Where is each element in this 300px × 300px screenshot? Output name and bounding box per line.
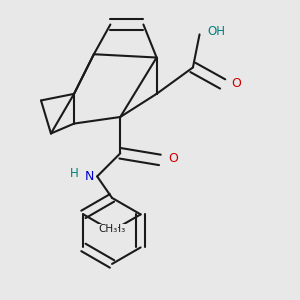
- Text: CH₃: CH₃: [98, 224, 117, 234]
- Text: N: N: [85, 170, 94, 183]
- Text: O: O: [168, 152, 178, 165]
- Text: CH₃: CH₃: [107, 224, 126, 234]
- Text: O: O: [231, 77, 241, 91]
- Text: OH: OH: [208, 25, 226, 38]
- Text: H: H: [70, 167, 79, 180]
